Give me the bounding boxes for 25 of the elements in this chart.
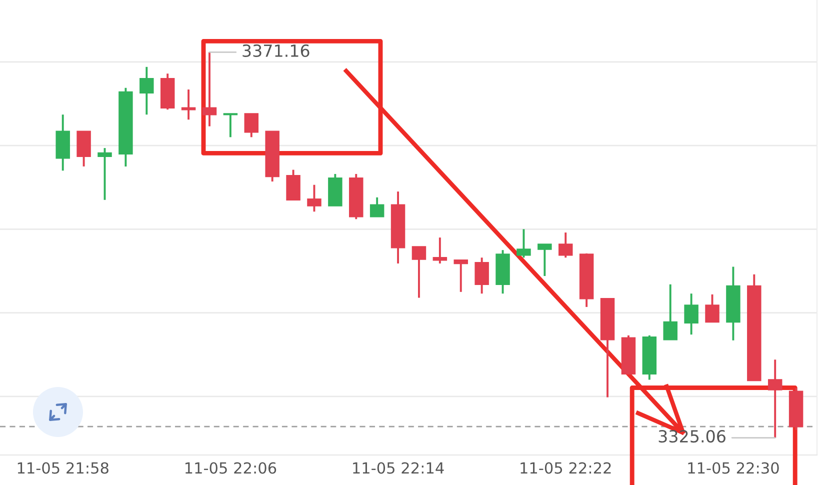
annotation: 3371.16 bbox=[242, 44, 310, 58]
candlestick bbox=[538, 243, 552, 277]
candlestick bbox=[140, 66, 154, 116]
x-tick-label: 11-05 22:14 bbox=[353, 462, 444, 474]
candlestick bbox=[202, 51, 217, 128]
candlestick bbox=[307, 184, 322, 213]
candlestick bbox=[454, 259, 468, 293]
candlestick bbox=[663, 283, 678, 341]
x-tick-label: 11-05 22:30 bbox=[688, 462, 779, 474]
candlestick bbox=[516, 228, 531, 259]
candlestick bbox=[474, 256, 489, 295]
x-tick-label: 11-05 22:06 bbox=[185, 462, 276, 474]
candlestick bbox=[370, 196, 384, 218]
annotation: 3325.06 bbox=[658, 430, 726, 443]
candlestick bbox=[223, 112, 238, 138]
candlestick bbox=[244, 112, 259, 138]
candlestick bbox=[432, 236, 448, 264]
candlestick bbox=[705, 293, 720, 323]
x-tick-label: 11-05 22:22 bbox=[520, 462, 611, 474]
candlestick bbox=[558, 232, 573, 259]
candlestick bbox=[684, 292, 698, 336]
candlestick bbox=[768, 358, 782, 439]
x-tick-label: 11-05 21:58 bbox=[18, 462, 108, 474]
candlestick bbox=[98, 147, 112, 201]
candlestick bbox=[412, 246, 426, 299]
